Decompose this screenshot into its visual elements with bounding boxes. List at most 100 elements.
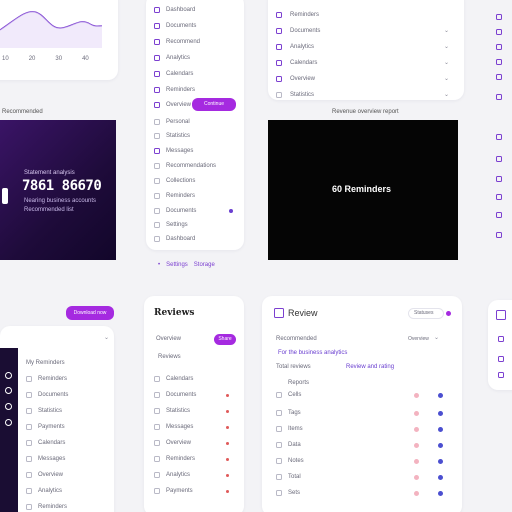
circle-icon[interactable] [5,387,12,394]
list-row[interactable]: Payments [26,424,65,430]
list-item[interactable]: Statistics [154,133,190,139]
doc-icon [276,76,282,82]
app-icon[interactable] [496,59,502,65]
chevron-down-icon[interactable]: ⌄ [444,92,450,98]
app-icon[interactable] [496,29,502,35]
review-row[interactable]: Overview [154,440,191,446]
list-item[interactable]: Documents [276,28,320,34]
circle-icon[interactable] [5,403,12,410]
chevron-down-icon[interactable]: ⌄ [434,335,440,341]
list-item[interactable]: Messages [154,148,193,154]
list-row[interactable]: Statistics [26,408,62,414]
list-item[interactable]: Documents [154,23,196,29]
share-button[interactable]: Share [214,334,236,345]
table-row[interactable]: Sets [276,490,300,496]
list-item[interactable]: Dashboard [154,236,195,242]
app-icon[interactable] [496,134,502,140]
app-icon[interactable] [496,232,502,238]
dropdown-label[interactable]: Overview [408,336,429,342]
doc-icon [276,442,282,448]
app-icon[interactable] [496,156,502,162]
hero-slider-handle[interactable] [2,188,8,204]
list-row[interactable]: Calendars [26,440,65,446]
doc-icon [26,424,32,430]
list-row[interactable]: Messages [26,456,65,462]
app-icon[interactable] [496,212,502,218]
review-row[interactable]: Analytics [154,472,190,478]
status-dot [438,459,443,464]
doc-icon [276,44,282,50]
review-row[interactable]: Messages [154,424,193,430]
app-icon[interactable] [496,194,502,200]
list-item[interactable]: Calendars [154,71,193,77]
list-item[interactable]: Collections [154,178,195,184]
list-row[interactable]: Analytics [26,488,62,494]
filter-pill[interactable] [408,308,444,319]
list-item[interactable]: Documents [154,208,196,214]
list-item[interactable]: Analytics [154,55,190,61]
list-row[interactable]: Reminders [26,376,67,382]
doc-icon [26,504,32,510]
list-row[interactable]: Reminders [26,504,67,510]
app-icon[interactable] [496,44,502,50]
status-dot [438,491,443,496]
app-icon[interactable] [496,94,502,100]
app-icon[interactable] [498,356,504,362]
list-item[interactable]: Reminders [276,12,319,18]
hero-purple-panel: Statement analysis 7861 86670 Nearing bu… [0,120,116,260]
download-button[interactable]: Download now [66,306,114,320]
doc-icon [26,392,32,398]
doc-icon [154,178,160,184]
link-business[interactable]: For the business analytics [278,350,348,356]
chevron-down-icon[interactable]: ⌄ [444,60,450,66]
list-item[interactable]: Recommend [154,39,200,45]
app-icon[interactable] [498,336,504,342]
list-item[interactable]: Analytics [276,44,314,50]
list-item[interactable]: Calendars [276,60,317,66]
chevron-down-icon[interactable]: ⌄ [444,28,450,34]
app-icon[interactable] [496,14,502,20]
chevron-down-icon[interactable]: ⌄ [444,44,450,50]
list-item[interactable]: Dashboard [154,7,195,13]
review-row[interactable]: Statistics [154,408,190,414]
app-icon[interactable] [496,74,502,80]
status-dot [414,475,419,480]
table-row[interactable]: Cells [276,392,301,398]
list-item[interactable]: Overview [154,102,191,108]
doc-icon [276,458,282,464]
app-icon[interactable] [496,310,506,320]
chevron-down-icon[interactable]: ⌄ [444,76,450,82]
list-item[interactable]: Recommendations [154,163,216,169]
doc-icon [154,163,160,169]
review-row[interactable]: Documents [154,392,196,398]
list-row[interactable]: Overview [26,472,63,478]
table-row[interactable]: Items [276,426,303,432]
x-tick: 20 [28,56,36,62]
circle-icon[interactable] [5,419,12,426]
table-row[interactable]: Notes [276,458,304,464]
continue-button[interactable]: Continue [192,98,236,111]
list-item[interactable]: Settings [154,222,188,228]
list-item[interactable]: Personal [154,119,190,125]
app-icon[interactable] [498,372,504,378]
circle-icon[interactable] [5,372,12,379]
footer-link[interactable]: Settings [166,262,188,268]
review-row[interactable]: Reminders [154,456,195,462]
chevron-down-icon[interactable]: ⌄ [104,335,110,341]
footer-link[interactable]: Storage [193,262,215,268]
app-icon[interactable] [496,176,502,182]
list-item[interactable]: Statistics [276,92,314,98]
status-dot [438,443,443,448]
table-row[interactable]: Data [276,442,301,448]
filter-label: Statuses [414,310,434,316]
list-row[interactable]: Documents [26,392,68,398]
review-row[interactable]: Payments [154,488,193,494]
table-row[interactable]: Tags [276,410,301,416]
list-item[interactable]: Overview [276,76,315,82]
reviews-card: Reviews Overview Share Reviews Calendars… [144,296,244,512]
list-item[interactable]: Reminders [154,87,195,93]
link-review-rating[interactable]: Review and rating [346,364,395,370]
table-row[interactable]: Total [276,474,301,480]
review-row[interactable]: Calendars [154,376,193,382]
list-item[interactable]: Reminders [154,193,195,199]
